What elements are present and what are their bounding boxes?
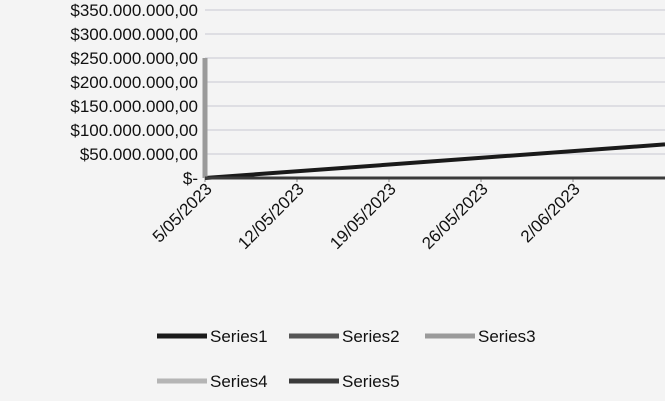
- y-tick-label: $350.000.000,00: [70, 1, 198, 20]
- legend: Series1 Series2 Series3 Series4 Series5: [157, 327, 536, 391]
- x-tick-label: 19/05/2023: [326, 179, 400, 253]
- y-axis-tick-labels: $- $50.000.000,00 $100.000.000,00 $150.000.…: [70, 1, 198, 188]
- legend-item-series3: Series3: [425, 327, 536, 346]
- gridlines: [205, 9, 665, 155]
- x-tick-label: 5/05/2023: [149, 179, 216, 246]
- y-tick-label: $150.000.000,00: [70, 97, 198, 116]
- x-tick-label: 2/06/2023: [517, 179, 584, 246]
- legend-item-series4: Series4: [157, 372, 268, 391]
- legend-item-series5: Series5: [289, 372, 400, 391]
- x-axis-tick-labels: 5/05/2023 12/05/2023 19/05/2023 26/05/2023 2…: [149, 179, 584, 253]
- legend-item-series2: Series2: [289, 327, 400, 346]
- x-tick-label: 26/05/2023: [418, 179, 492, 253]
- y-tick-label: $300.000.000,00: [70, 25, 198, 44]
- y-tick-label: $250.000.000,00: [70, 49, 198, 68]
- y-tick-label: $100.000.000,00: [70, 121, 198, 140]
- legend-label: Series4: [210, 372, 268, 391]
- legend-item-series1: Series1: [157, 327, 268, 346]
- legend-label: Series3: [478, 327, 536, 346]
- series-line-series1: [204, 142, 665, 180]
- x-tick-label: 12/05/2023: [234, 179, 308, 253]
- legend-label: Series2: [342, 327, 400, 346]
- y-tick-label: $200.000.000,00: [70, 73, 198, 92]
- series-lines: [202, 58, 665, 180]
- legend-label: Series1: [210, 327, 268, 346]
- y-tick-label: $-: [183, 169, 198, 188]
- y-tick-label: $50.000.000,00: [80, 145, 198, 164]
- legend-label: Series5: [342, 372, 400, 391]
